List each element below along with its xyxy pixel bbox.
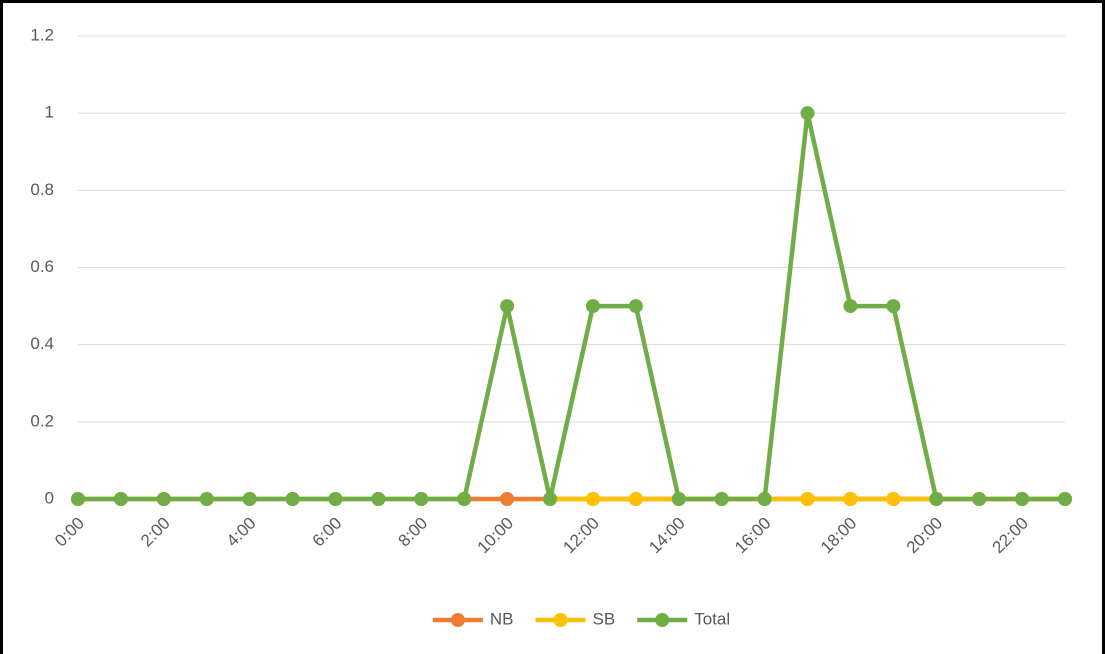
series-marker <box>199 492 214 506</box>
legend-marker <box>553 613 568 627</box>
series-marker <box>71 492 85 506</box>
series-marker <box>585 492 600 506</box>
series-marker <box>242 492 257 506</box>
series-marker <box>371 492 386 506</box>
y-tick-label: 0.6 <box>30 257 54 276</box>
series-marker <box>671 492 686 506</box>
series-marker <box>328 492 343 506</box>
series-marker <box>757 492 772 506</box>
y-tick-label: 1 <box>45 103 54 122</box>
series-marker <box>1015 492 1030 506</box>
legend-marker <box>450 613 465 627</box>
legend-label: SB <box>593 609 616 628</box>
series-marker <box>500 492 515 506</box>
legend-label: NB <box>490 609 514 628</box>
y-tick-label: 0.4 <box>30 334 54 353</box>
series-marker <box>886 492 901 506</box>
series-marker <box>113 492 128 506</box>
series-marker <box>886 299 901 314</box>
series-marker <box>500 299 515 314</box>
series-marker <box>972 492 987 506</box>
y-tick-label: 0.2 <box>30 411 54 430</box>
series-marker <box>457 492 472 506</box>
y-tick-label: 1.2 <box>30 25 54 44</box>
series-marker <box>929 492 944 506</box>
series-marker <box>628 299 643 314</box>
series-marker <box>843 299 858 314</box>
series-marker <box>1058 492 1072 506</box>
legend-marker <box>655 613 670 627</box>
series-marker <box>414 492 429 506</box>
series-marker <box>800 106 815 121</box>
series-marker <box>285 492 300 506</box>
series-line <box>78 110 1065 502</box>
y-tick-label: 0.8 <box>30 180 54 199</box>
series-marker <box>843 492 858 506</box>
series-marker <box>543 492 558 506</box>
series-marker <box>628 492 643 506</box>
series-marker <box>156 492 171 506</box>
series-marker <box>714 492 729 506</box>
legend: NB SB Total <box>432 609 730 628</box>
series-marker <box>800 492 815 506</box>
series-marker <box>585 299 600 314</box>
y-tick-label: 0 <box>45 488 54 507</box>
legend-label: Total <box>694 609 730 628</box>
